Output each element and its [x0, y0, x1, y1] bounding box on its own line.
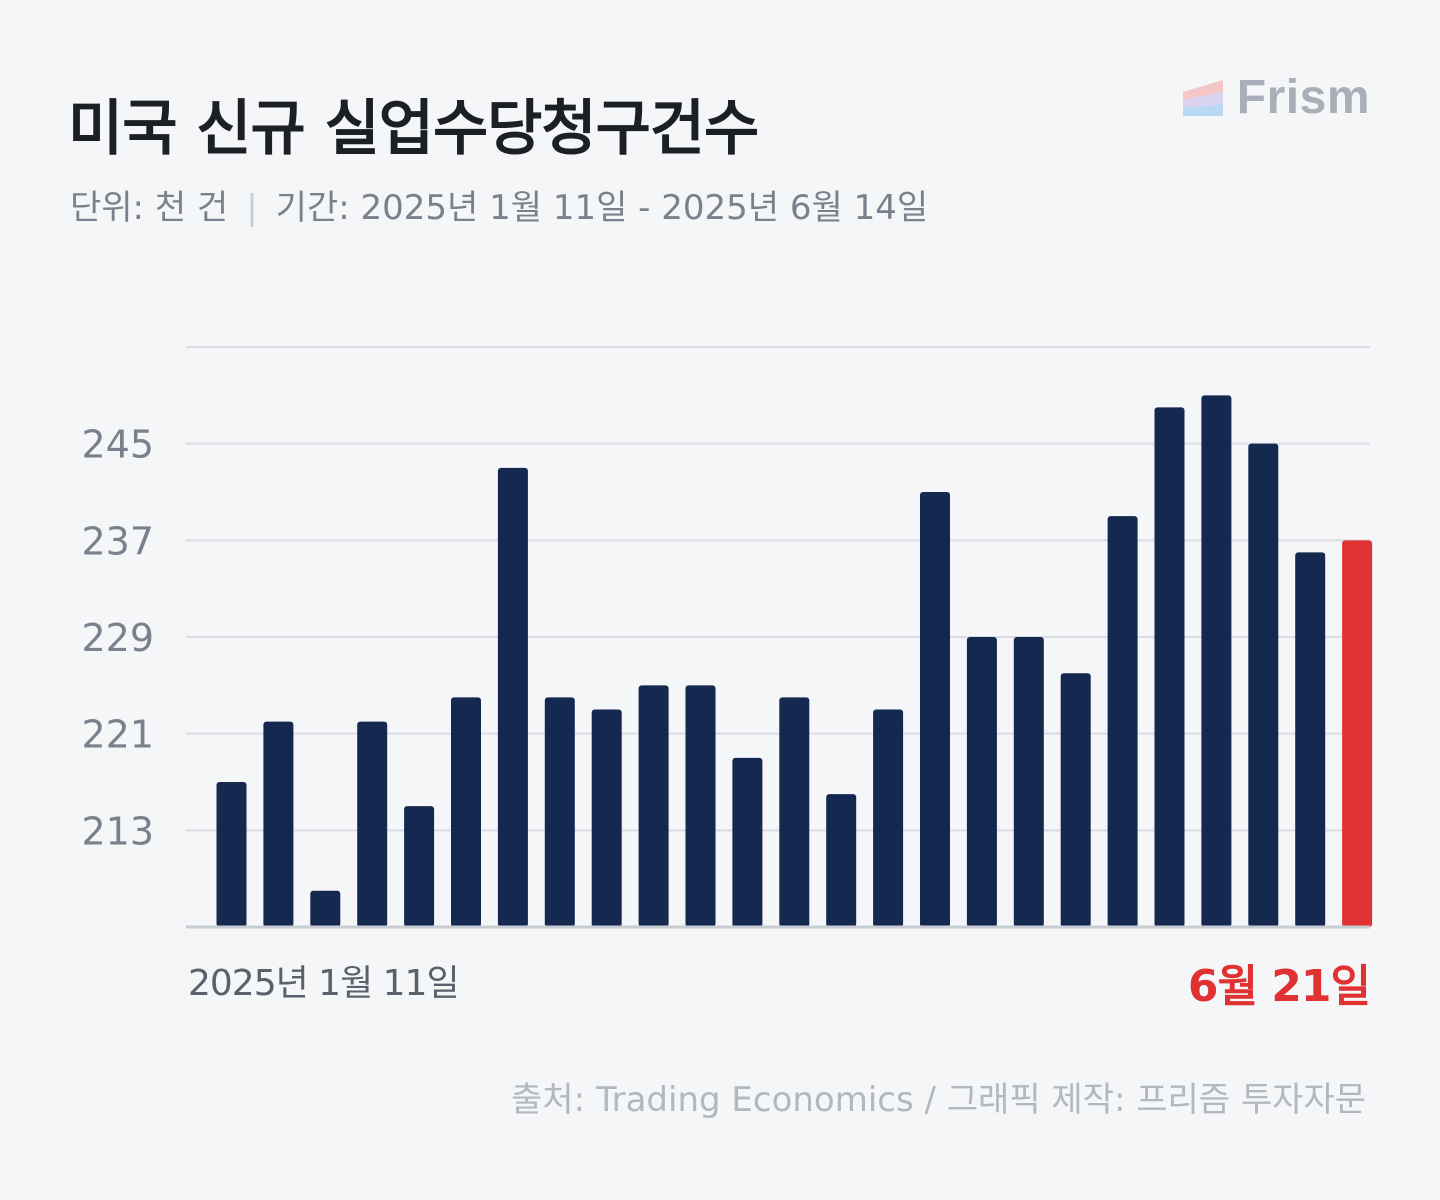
bar: [1295, 552, 1326, 927]
bar: [451, 697, 481, 927]
source-credit: 출처: Trading Economics / 그래픽 제작: 프리즘 투자자문: [511, 1080, 1366, 1120]
bar: [779, 697, 810, 927]
bar: [826, 794, 857, 927]
period-label: 기간: 2025년 1월 11일 - 2025년 6월 14일: [275, 188, 929, 228]
bar: [357, 721, 388, 927]
bar: [873, 709, 904, 927]
frism-logo-icon: [1182, 79, 1223, 116]
bar-highlight: [1342, 540, 1373, 927]
bar: [591, 709, 622, 927]
bar: [310, 890, 341, 927]
y-tick-label: 237: [81, 519, 154, 563]
bar: [1154, 407, 1185, 928]
y-tick-label: 229: [81, 616, 154, 660]
bar: [732, 757, 763, 927]
bar: [1060, 673, 1091, 927]
bar: [638, 685, 669, 927]
bar: [1201, 395, 1232, 927]
chart-title: 미국 신규 실업수당청구건수: [68, 94, 759, 164]
y-tick-label: 245: [81, 423, 154, 467]
brand-logo: Frism: [1182, 70, 1370, 125]
bar: [216, 782, 247, 927]
brand-name: Frism: [1236, 71, 1370, 124]
x-axis-end-label: 6월 21일: [1187, 961, 1371, 1012]
bar: [404, 806, 435, 927]
bar: [544, 697, 575, 927]
y-tick-label: 221: [81, 713, 154, 757]
bar: [966, 637, 997, 927]
bar: [1013, 637, 1044, 927]
bar: [497, 467, 528, 927]
bar: [920, 492, 950, 927]
y-tick-label: 213: [81, 809, 154, 853]
bar: [1107, 516, 1138, 927]
bar: [263, 721, 294, 927]
bar: [1248, 443, 1279, 927]
unit-label: 단위: 천 건: [70, 188, 229, 228]
bar: [685, 685, 716, 927]
subtitle-separator: |: [246, 188, 258, 228]
chart-subtitle: 단위: 천 건 | 기간: 2025년 1월 11일 - 2025년 6월 14일: [70, 180, 928, 229]
x-axis-start-label: 2025년 1월 11일: [188, 963, 460, 1004]
